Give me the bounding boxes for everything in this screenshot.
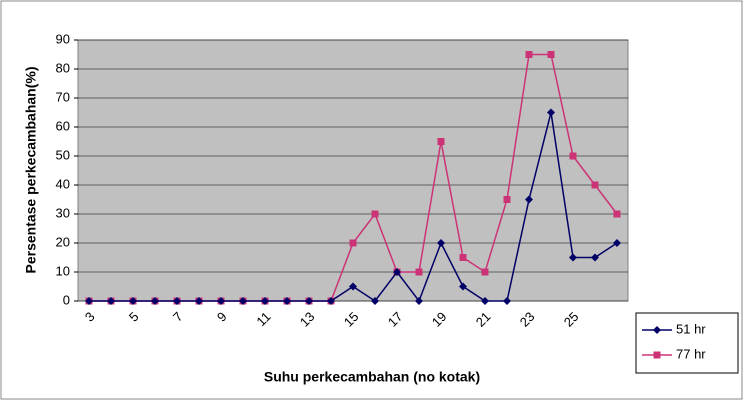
point-diamond: [129, 297, 137, 305]
legend-marker: [653, 351, 661, 359]
point-square: [437, 138, 445, 145]
point-diamond: [415, 297, 423, 305]
y-tick-label: 0: [63, 292, 70, 307]
point-diamond: [437, 239, 445, 247]
point-square: [415, 268, 423, 276]
point-square: [459, 254, 467, 261]
point-diamond: [173, 297, 181, 305]
point-diamond: [459, 282, 467, 291]
point-diamond: [481, 297, 489, 305]
y-tick-label: 20: [56, 234, 70, 249]
point-square: [371, 210, 379, 218]
y-tick-label: 60: [56, 118, 70, 133]
point-diamond: [503, 297, 511, 305]
point-diamond: [195, 297, 203, 305]
point-diamond: [547, 108, 555, 117]
point-square: [503, 196, 511, 203]
point-diamond: [305, 297, 313, 305]
y-tick-label: 50: [56, 147, 70, 162]
legend-label: 77 hr: [676, 346, 706, 361]
plot-area: [77, 39, 629, 302]
y-tick-label: 90: [56, 31, 70, 46]
point-diamond: [569, 253, 577, 262]
point-square: [481, 268, 489, 276]
point-diamond: [261, 297, 269, 305]
point-diamond: [613, 239, 621, 247]
point-diamond: [525, 195, 533, 204]
point-diamond: [85, 297, 93, 305]
point-square: [547, 51, 555, 58]
x-axis-title: Suhu perkecambahan (no kotak): [264, 369, 480, 385]
point-square: [525, 51, 533, 58]
point-diamond: [217, 297, 225, 305]
point-diamond: [591, 253, 599, 262]
point-diamond: [151, 297, 159, 305]
y-tick-label: 70: [56, 89, 70, 104]
point-square: [569, 152, 577, 160]
point-diamond: [393, 268, 401, 276]
point-square: [613, 210, 621, 218]
legend-box: [635, 312, 739, 374]
point-diamond: [107, 297, 115, 305]
point-diamond: [283, 297, 291, 305]
point-square: [349, 239, 357, 247]
y-tick-label: 10: [56, 263, 70, 278]
point-diamond: [327, 297, 335, 305]
point-diamond: [349, 282, 357, 291]
y-tick-label: 80: [56, 60, 70, 75]
legend-label: 51 hr: [676, 321, 706, 336]
point-square: [591, 181, 599, 189]
point-diamond: [371, 297, 379, 305]
y-tick-label: 30: [56, 205, 70, 220]
point-diamond: [239, 297, 247, 305]
legend-marker: [653, 326, 661, 334]
y-tick-label: 40: [56, 176, 70, 191]
y-axis-title: Persentase perkecambahan(%): [23, 67, 39, 274]
